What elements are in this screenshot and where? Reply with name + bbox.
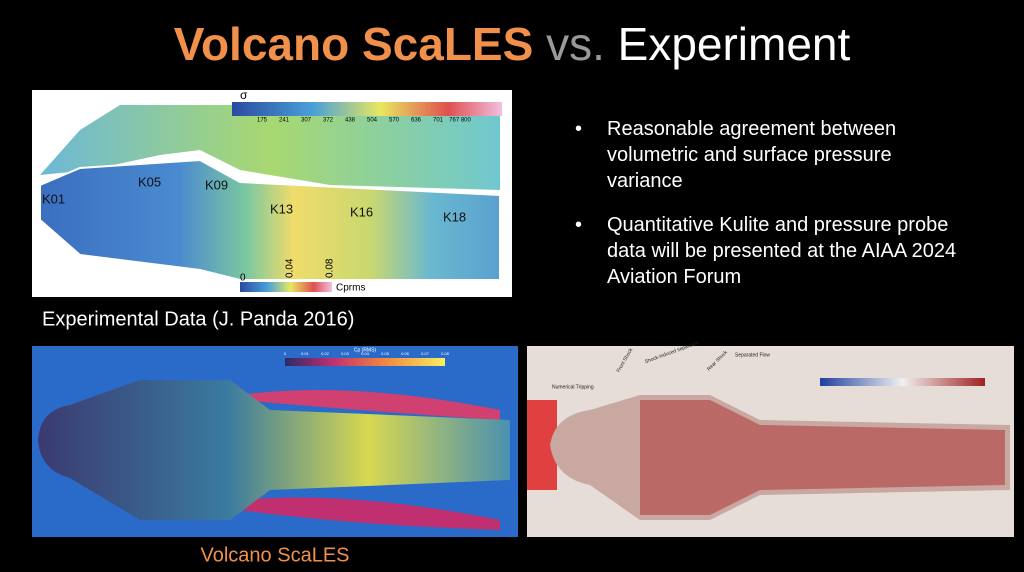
bullet: Quantitative Kulite and pressure probe d… — [575, 212, 960, 290]
colorbar-tick: 241 — [279, 118, 290, 124]
colorbar-tick: 570 — [389, 118, 400, 124]
colorbar-tick: 372 — [323, 118, 334, 124]
colorbar-tick: 504 — [367, 118, 378, 124]
title: Volcano ScaLES vs. Experiment — [174, 18, 851, 70]
colorbar-tick: 636 — [411, 118, 422, 124]
annotation: Separated Flow — [735, 352, 770, 358]
simulation-caption: Volcano ScaLES — [201, 544, 350, 566]
colorbar-tick: 0.02 — [321, 351, 330, 356]
bullet-list: Reasonable agreement between volumetric … — [575, 116, 960, 308]
simulation-right — [527, 346, 1014, 537]
colorbar-tick: 0.05 — [381, 351, 390, 356]
sensor-label: K05 — [138, 174, 161, 189]
colorbar-tick: 0.06 — [401, 351, 410, 356]
title-experiment: Experiment — [618, 18, 851, 70]
title-main: Volcano ScaLES — [174, 18, 534, 70]
cp-tick: 0.08 — [325, 258, 336, 278]
colorbar-tick: 0.04 — [361, 351, 370, 356]
sensor-label: K18 — [443, 209, 466, 224]
sensor-label: K01 — [42, 191, 65, 206]
experiment-figure — [32, 90, 512, 297]
experiment-caption: Experimental Data (J. Panda 2016) — [42, 308, 354, 330]
colorbar-tick: 701 — [433, 118, 444, 124]
colorbar-tick: 0.01 — [301, 351, 310, 356]
annotation: Numerical Tripping — [552, 384, 594, 390]
colorbar-tick: 175 — [257, 118, 268, 124]
colorbar-tick: 0.08 — [441, 351, 450, 356]
bullet: Reasonable agreement between volumetric … — [575, 116, 960, 194]
colorbar-label: Cp (RMS) — [354, 347, 377, 353]
title-vs: vs. — [546, 18, 605, 70]
colorbar-tick: 438 — [345, 118, 356, 124]
sensor-label: K13 — [270, 201, 293, 216]
sensor-label: K09 — [205, 177, 228, 192]
colorbar-symbol: σ — [240, 88, 248, 102]
cp-tick: 0 — [240, 273, 246, 284]
cp-label: Cprms — [336, 283, 365, 294]
colorbar-tick: 767 800 — [449, 118, 471, 124]
colorbar-tick: 307 — [301, 118, 312, 124]
colorbar-tick: 0 — [284, 351, 287, 356]
sensor-label: K16 — [350, 204, 373, 219]
cp-tick: 0.04 — [285, 258, 296, 278]
colorbar-tick: 0.07 — [421, 351, 430, 356]
simulation-left — [32, 346, 518, 537]
colorbar-tick: 0.03 — [341, 351, 350, 356]
